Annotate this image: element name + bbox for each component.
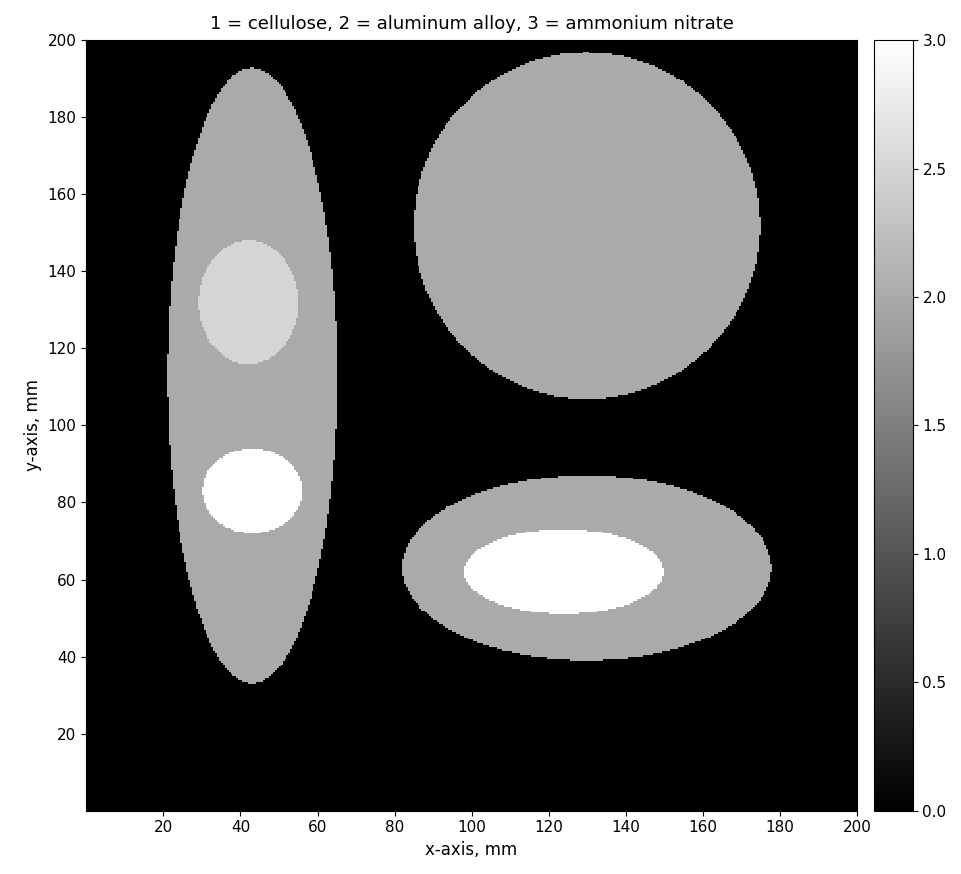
X-axis label: x-axis, mm: x-axis, mm	[425, 841, 517, 859]
Y-axis label: y-axis, mm: y-axis, mm	[24, 379, 42, 471]
Title: 1 = cellulose, 2 = aluminum alloy, 3 = ammonium nitrate: 1 = cellulose, 2 = aluminum alloy, 3 = a…	[209, 15, 733, 33]
